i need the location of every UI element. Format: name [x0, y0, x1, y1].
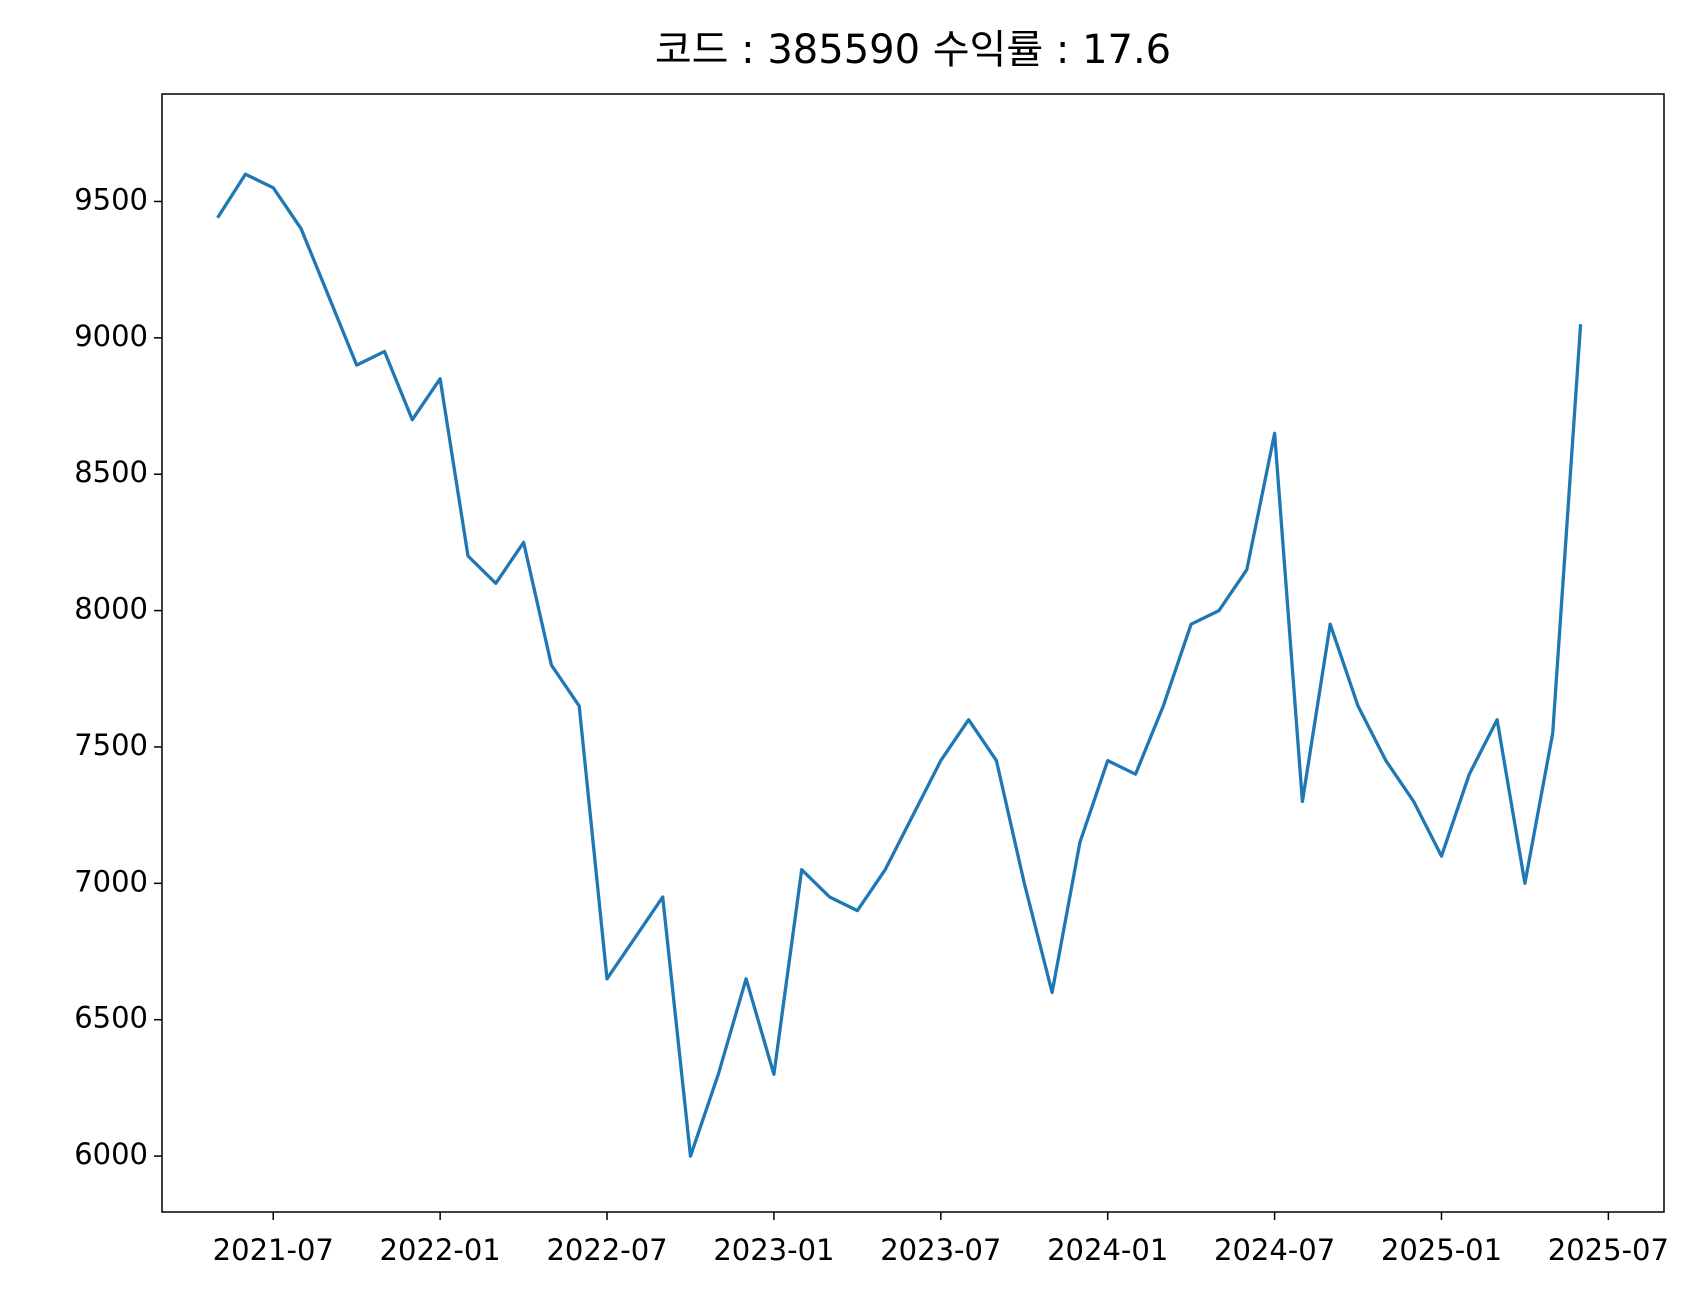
y-tick-label: 7000: [74, 864, 148, 898]
chart-title: 코드 : 385590 수익률 : 17.6: [655, 27, 1171, 73]
y-tick-label: 9000: [74, 319, 148, 353]
y-tick-label: 9500: [74, 182, 148, 216]
x-tick-label: 2022-07: [546, 1233, 667, 1267]
y-tick-label: 8500: [74, 455, 148, 489]
plot-frame: [161, 93, 1665, 1213]
x-tick-label: 2025-01: [1381, 1233, 1502, 1267]
x-tick-label: 2021-07: [213, 1233, 334, 1267]
x-tick-label: 2022-01: [380, 1233, 501, 1267]
y-tick-label: 6500: [74, 1001, 148, 1035]
x-tick-label: 2023-01: [713, 1233, 834, 1267]
price-line: [216, 172, 1583, 1158]
y-tick-label: 7500: [74, 728, 148, 762]
x-tick-label: 2025-07: [1548, 1233, 1669, 1267]
x-tick-label: 2024-07: [1214, 1233, 1335, 1267]
x-tick-label: 2024-01: [1047, 1233, 1168, 1267]
y-tick-label: 8000: [74, 592, 148, 626]
x-tick-label: 2023-07: [880, 1233, 1001, 1267]
y-tick-label: 6000: [74, 1137, 148, 1171]
